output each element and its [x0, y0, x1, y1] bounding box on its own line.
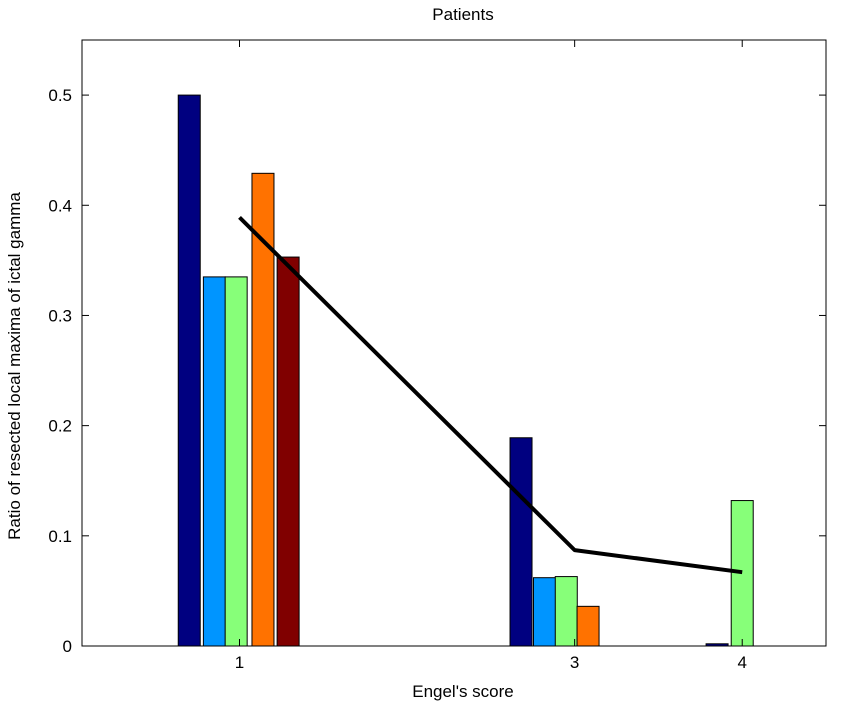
y-tick-label-0: 0	[63, 637, 72, 656]
x-tick-label-0: 1	[235, 653, 244, 672]
ticks-layer: 0 0.1 0.2 0.3 0.4 0.5 1 3 4	[48, 40, 826, 672]
y-axis-label: Ratio of resected local maxima of ictal …	[5, 192, 24, 540]
x-axis-label: Engel's score	[412, 682, 514, 701]
bar-score-3-1	[509, 437, 533, 647]
y-tick-label-2: 0.2	[48, 417, 72, 436]
y-tick-label-4: 0.4	[48, 196, 72, 215]
bar-score-1-1	[177, 94, 201, 647]
y-tick-label-3: 0.3	[48, 306, 72, 325]
y-tick-label-1: 0.1	[48, 527, 72, 546]
mean-trend-line	[238, 215, 743, 575]
x-tick-label-1: 3	[570, 653, 579, 672]
bar-score-3-2	[532, 577, 556, 647]
bar-score-1-3	[224, 276, 248, 647]
bar-score-1-5	[276, 256, 300, 647]
x-tick-label-2: 4	[737, 653, 746, 672]
bar-score-1-2	[202, 276, 226, 647]
bar-score-3-3	[554, 576, 578, 647]
y-tick-label-5: 0.5	[48, 86, 72, 105]
chart-title: Patients	[432, 5, 493, 24]
bar-score-3-4	[576, 605, 600, 647]
bar-score-4-2	[730, 500, 754, 647]
trend-line-layer	[238, 215, 743, 575]
bars-layer	[177, 94, 754, 647]
bar-score-1-4	[251, 172, 275, 647]
plot-frame	[81, 39, 827, 647]
